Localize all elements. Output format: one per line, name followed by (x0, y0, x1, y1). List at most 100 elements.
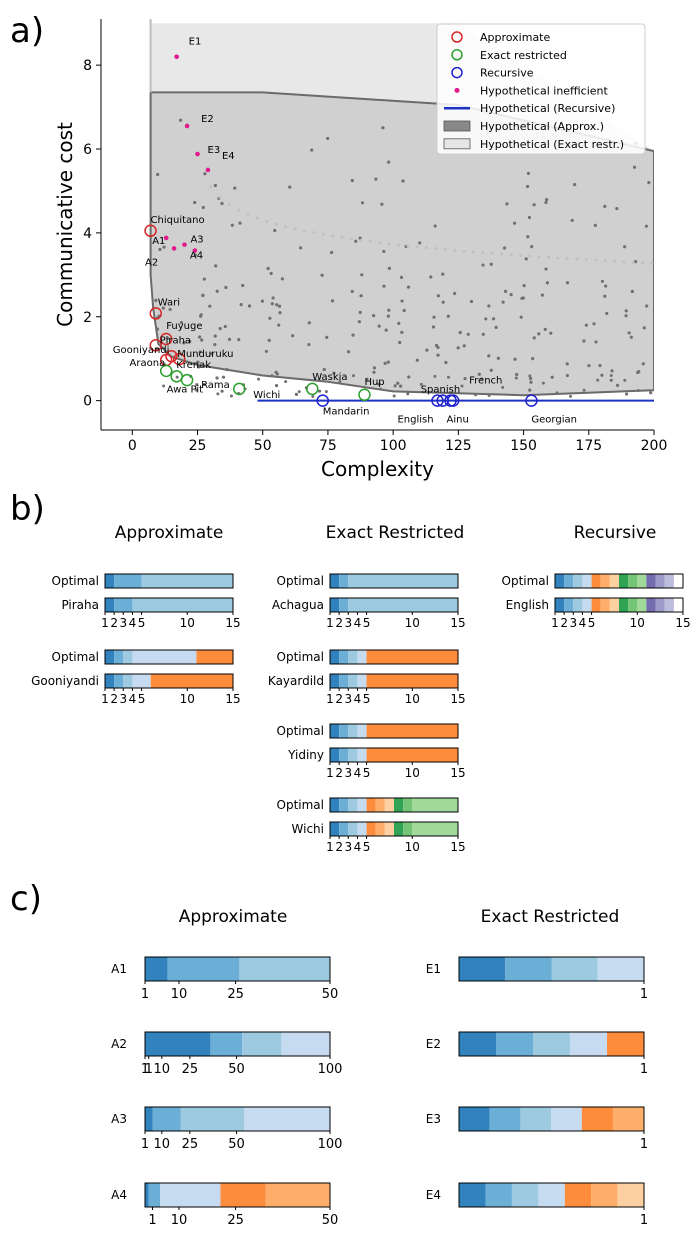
hypothetical-point (537, 255, 541, 259)
hypothetical-point (603, 294, 607, 298)
panel-c-segment (220, 1183, 266, 1207)
panel-b-tick-label: 2 (110, 616, 118, 630)
language-label: Ainu (447, 415, 469, 426)
panel-b-segment (394, 798, 404, 812)
hypothetical-point (433, 224, 437, 228)
panel-c-tick-label: 10 (171, 1213, 188, 1228)
hypothetical-point (406, 392, 410, 396)
hypothetical-point (227, 203, 231, 207)
hypothetical-point (603, 204, 607, 208)
panel-c-tick-label: 50 (322, 987, 339, 1002)
panel-c-row-label: A1 (111, 962, 127, 976)
x-tick-label: 175 (575, 438, 602, 454)
panel-b-row-label: Wichi (292, 822, 324, 836)
hypothetical-point (544, 267, 548, 271)
hypothetical-point (407, 375, 411, 379)
panel-b-tick-label: 4 (129, 692, 137, 706)
hypothetical-point (584, 323, 588, 327)
panel-c-segment (145, 1183, 149, 1207)
hypothetical-point (481, 332, 485, 336)
hypothetical-point (368, 239, 372, 243)
panel-c-tick-label: 1 (141, 987, 149, 1002)
panel-c-segment (511, 1183, 539, 1207)
inefficient-point (182, 242, 187, 247)
panel-b-segment (591, 598, 601, 612)
hypothetical-point (432, 315, 436, 319)
hypothetical-point (593, 223, 597, 228)
panel-b-segment (330, 674, 340, 688)
hypothetical-point (351, 333, 355, 337)
panel-b-row-label: Gooniyandi (31, 674, 99, 688)
panel-c-segment (581, 1107, 613, 1131)
hypothetical-point (274, 222, 278, 226)
legend-label: Exact restricted (480, 49, 567, 62)
hypothetical-point (612, 259, 616, 263)
panel-b-bar-frame (329, 573, 459, 589)
approximate-language-point (149, 339, 163, 352)
inefficient-point (174, 54, 179, 60)
exact-language-point (159, 364, 173, 378)
panel-b-segment (339, 574, 349, 588)
panel-c-segment (489, 1107, 521, 1131)
exact-language-point (233, 382, 246, 396)
hypothetical-point (469, 299, 474, 304)
hypothetical-point (310, 148, 314, 152)
panel-b-segment (339, 724, 349, 738)
hypothetical-point (202, 277, 206, 281)
hypothetical-point (594, 340, 598, 344)
panel-b-segment (366, 724, 458, 738)
panel-b-tick-label: 1 (326, 616, 334, 630)
hypothetical-point (596, 378, 600, 382)
panel-b-segment (619, 574, 629, 588)
panel-b-tick-label: 15 (450, 692, 465, 706)
hypothetical-point (359, 294, 363, 298)
panel-b-segment (123, 650, 133, 664)
panel-b-segment (412, 798, 458, 812)
hypothetical-point (220, 201, 224, 206)
hypothetical-point (434, 343, 439, 348)
y-axis-label: Communicative cost (53, 122, 77, 327)
hypothetical-point (587, 364, 591, 368)
hypothetical-point (256, 216, 260, 220)
panel-b-tick-label: 4 (354, 766, 362, 780)
panel-c-segment (210, 1032, 243, 1056)
panel-b-segment (412, 822, 458, 836)
language-label: Waskia (312, 372, 347, 383)
hypothetical-point (622, 260, 626, 264)
panel-b-segment (600, 574, 610, 588)
hypothetical-point (624, 309, 628, 313)
approximate-language-point (173, 352, 186, 366)
hypothetical-point (331, 234, 335, 238)
hypothetical-point (609, 378, 613, 382)
panel-c-segment (281, 1032, 330, 1056)
panel-b-segment (375, 822, 385, 836)
hypothetical-point (241, 283, 245, 288)
hypothetical-point (372, 314, 376, 318)
hypothetical-point (609, 373, 613, 377)
hypothetical-point (237, 208, 241, 212)
hypothetical-point (293, 227, 297, 231)
language-label: French (469, 376, 502, 387)
hypothetical-point (487, 393, 491, 397)
hypothetical-point (526, 171, 530, 176)
panel-b-segment (339, 674, 349, 688)
panel-b-bar-frame (104, 649, 234, 665)
panel-c-segment (459, 1107, 490, 1131)
panel-c-bar-frame (458, 1031, 645, 1057)
hypothetical-point (505, 202, 509, 206)
panel-b-bar-frame (329, 797, 459, 813)
panel-b-segment (132, 674, 151, 688)
hypothetical-point (384, 328, 388, 332)
approximate-language-point (144, 224, 157, 238)
hypothetical-point (650, 261, 654, 265)
panel-c-tick-label: 1 (640, 1213, 648, 1228)
hypothetical-point (162, 245, 166, 249)
panel-b-segment (384, 798, 394, 812)
hypothetical-point (358, 310, 362, 315)
hypothetical-point (349, 237, 353, 241)
panel-c-segment (265, 1183, 330, 1207)
panel-c-segment (597, 957, 644, 981)
hypothetical-point (215, 289, 219, 293)
panel-b-segment (330, 724, 340, 738)
